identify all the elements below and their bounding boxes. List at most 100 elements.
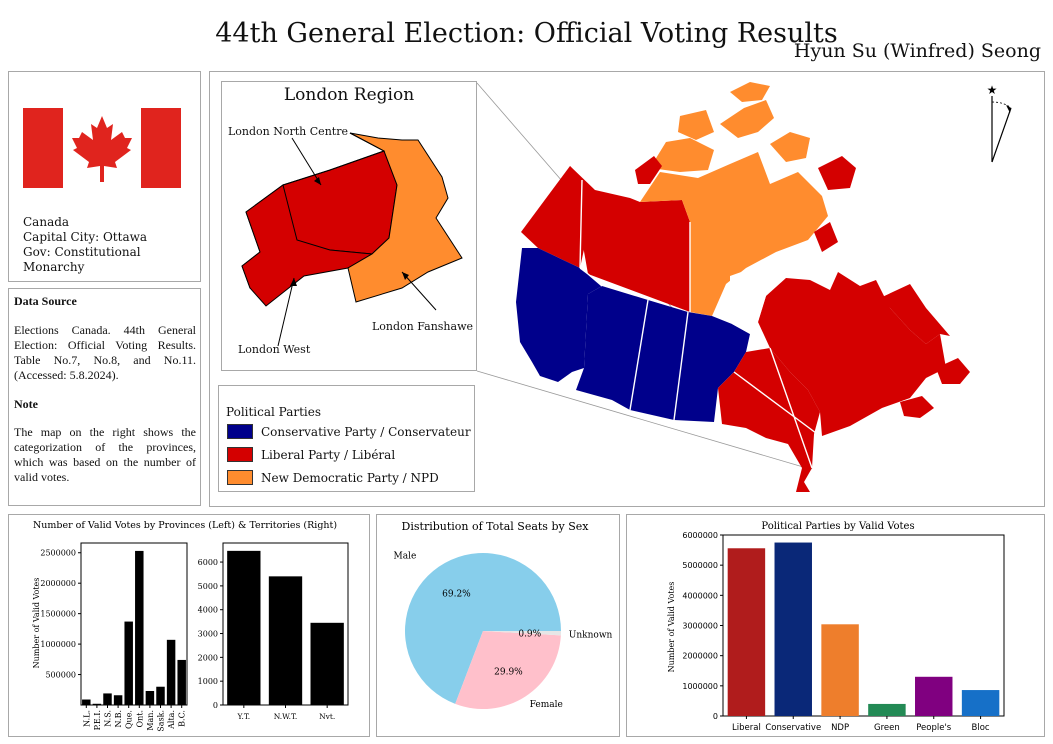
map-region-saskatchewan xyxy=(630,300,688,420)
y-tick-label: 5000000 xyxy=(682,561,718,570)
map-island xyxy=(770,132,810,162)
bar xyxy=(774,542,812,716)
y-tick-label: 5000 xyxy=(198,582,218,591)
bar xyxy=(821,624,859,716)
note-text: The map on the right shows the categoriz… xyxy=(14,425,196,484)
legend-swatch xyxy=(227,447,253,462)
pie-percent-label: 0.9% xyxy=(518,629,541,639)
author-name: Hyun Su (Winfred) Seong xyxy=(793,40,1041,62)
legend-swatch xyxy=(227,424,253,439)
x-tick-label: Que. xyxy=(125,710,134,729)
bar xyxy=(113,695,123,705)
y-tick-label: 1000 xyxy=(198,677,218,686)
data-source-heading: Data Source xyxy=(14,294,77,308)
valid-votes-by-region-panel: Number of Valid Votes by Provinces (Left… xyxy=(8,514,370,737)
x-tick-label: Man. xyxy=(146,710,155,731)
bar xyxy=(915,676,953,716)
y-tick-label: 3000000 xyxy=(682,622,718,631)
y-tick-label: 500000 xyxy=(45,671,76,680)
map-region-nunavut xyxy=(640,152,828,316)
x-tick-label: Ont. xyxy=(135,710,144,727)
legend-label: Liberal Party / Libéral xyxy=(261,447,396,462)
data-source-text: Elections Canada. 44th General Election:… xyxy=(14,323,196,382)
riding-london-fanshawe xyxy=(347,132,463,303)
bar xyxy=(156,686,165,705)
y-tick-label: 4000000 xyxy=(682,591,718,600)
note-heading: Note xyxy=(14,397,38,411)
map-island xyxy=(650,138,714,172)
pie-category-label: Female xyxy=(530,700,563,710)
page-title: 44th General Election: Official Voting R… xyxy=(215,18,838,49)
y-tick-label: 1500000 xyxy=(40,610,76,619)
y-tick-label: 2500000 xyxy=(40,549,76,558)
bar xyxy=(135,550,144,705)
parties-by-votes-chart: Political Parties by Valid Votes Number o… xyxy=(667,521,1005,733)
map-island xyxy=(635,156,662,184)
map-island xyxy=(678,110,714,140)
bar xyxy=(177,659,186,705)
riding-london-west xyxy=(241,184,374,307)
government-type: Gov: Constitutional Monarchy xyxy=(23,245,141,274)
pie-slice xyxy=(405,553,561,704)
bar xyxy=(310,622,344,705)
plot-frame xyxy=(722,534,1005,717)
inset-title: London Region xyxy=(283,85,415,105)
map-region-newfoundland xyxy=(936,358,970,384)
legend-item-ndp: New Democratic Party / NPD xyxy=(227,470,439,485)
y-tick-label: 0 xyxy=(213,701,218,710)
x-tick-label: Nvt. xyxy=(319,712,335,721)
pie-slice xyxy=(483,631,561,636)
map-region-yukon xyxy=(521,166,588,268)
riding-label-london-west: London West xyxy=(238,343,311,356)
canada-map: ★ xyxy=(476,82,1012,492)
north-arrow-icon: ★ xyxy=(987,83,1012,163)
svg-text:★: ★ xyxy=(987,83,998,97)
y-tick-label: 2000000 xyxy=(40,579,76,588)
map-region-maritimes xyxy=(900,396,934,418)
y-tick-label: 3000 xyxy=(198,630,218,639)
map-region-ontario xyxy=(718,348,820,492)
x-tick-label: B.C. xyxy=(178,710,187,727)
x-tick-label: P.E.I. xyxy=(93,710,102,730)
legend-item-conservative: Conservative Party / Conservateur xyxy=(227,424,471,439)
bar xyxy=(268,576,303,705)
x-tick-label: Alta. xyxy=(167,710,176,730)
legend-label: Conservative Party / Conservateur xyxy=(261,424,471,439)
capital-city: Capital City: Ottawa xyxy=(23,230,148,244)
chart-title: Political Parties by Valid Votes xyxy=(761,521,914,532)
pie-percent-label: 29.9% xyxy=(494,667,523,677)
chart-title: Number of Valid Votes by Provinces (Left… xyxy=(33,520,337,531)
x-tick-label: N.W.T. xyxy=(274,712,298,721)
x-tick-label: NDP xyxy=(831,723,849,733)
x-tick-label: Green xyxy=(874,723,900,733)
seats-by-sex-chart: Distribution of Total Seats by Sex 69.2% M… xyxy=(394,520,613,710)
country-name: Canada xyxy=(23,215,70,229)
bar xyxy=(868,703,906,716)
x-tick-label: People's xyxy=(916,723,952,733)
legend-item-liberal: Liberal Party / Libéral xyxy=(227,447,395,462)
london-inset: London Region London North Centre London… xyxy=(221,81,477,371)
parties-by-votes-panel: Political Parties by Valid Votes Number o… xyxy=(626,514,1045,737)
bar xyxy=(166,639,176,705)
x-tick-label: Liberal xyxy=(732,723,761,733)
legend-title: Political Parties xyxy=(226,405,322,419)
seats-by-sex-panel: Distribution of Total Seats by Sex 69.2% M… xyxy=(376,514,620,737)
y-tick-label: 6000000 xyxy=(682,531,718,540)
london-ridings-map xyxy=(241,132,463,347)
x-tick-label: Conservative xyxy=(765,723,821,733)
plot-frame xyxy=(80,542,188,706)
y-axis-label: Number of Valid Votes xyxy=(32,578,41,669)
x-tick-label: N.L. xyxy=(82,710,91,727)
map-panel: ★ London Region London North Centre Lond… xyxy=(209,71,1045,507)
y-tick-label: 6000 xyxy=(198,558,218,567)
bar xyxy=(961,690,1000,716)
pie-category-label: Male xyxy=(394,551,417,561)
y-tick-label: 1000000 xyxy=(40,640,76,649)
bar xyxy=(103,693,112,705)
map-island xyxy=(814,222,838,252)
bar xyxy=(727,548,766,716)
data-source-panel: Data Source Elections Canada. 44th Gener… xyxy=(8,288,201,506)
riding-label-london-north-centre: London North Centre xyxy=(228,125,348,138)
country-panel: Canada Capital City: Ottawa Gov: Constit… xyxy=(8,71,201,282)
bar xyxy=(227,550,261,705)
